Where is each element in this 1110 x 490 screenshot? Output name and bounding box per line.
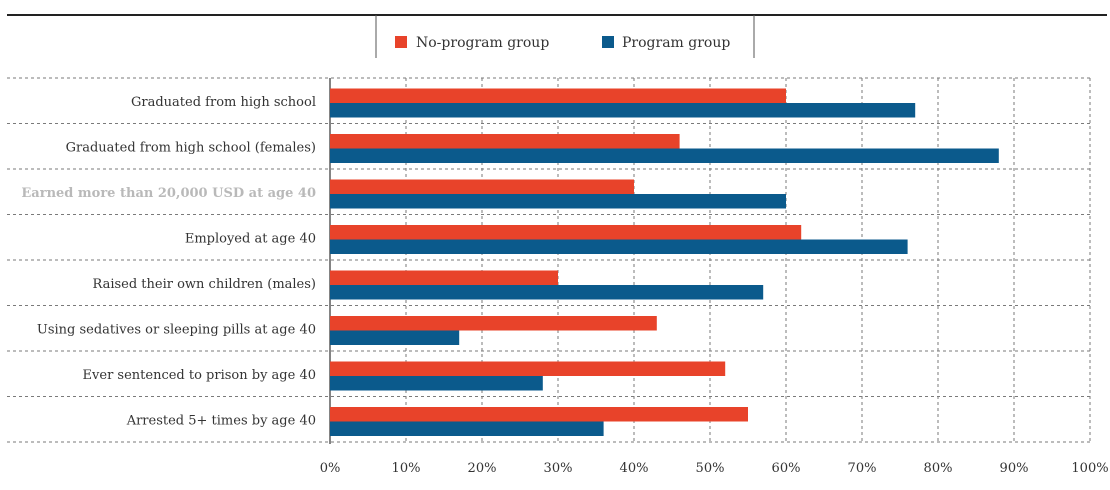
bar-no-program <box>330 134 680 149</box>
category-label: Arrested 5+ times by age 40 <box>126 413 316 428</box>
x-tick-label: 10% <box>392 461 421 476</box>
category-label: Employed at age 40 <box>185 231 316 246</box>
bar-no-program <box>330 225 802 240</box>
category-label: Ever sentenced to prison by age 40 <box>83 368 316 383</box>
bar-no-program <box>330 316 657 331</box>
bar-no-program <box>330 270 558 285</box>
x-tick-label: 50% <box>696 461 725 476</box>
bars <box>330 88 999 436</box>
bar-program <box>330 239 908 254</box>
bar-program <box>330 376 543 391</box>
legend-swatch-program <box>602 36 614 48</box>
x-tick-label: 60% <box>772 461 801 476</box>
bar-no-program <box>330 407 748 422</box>
x-tick-label: 100% <box>1071 461 1108 476</box>
x-tick-label: 70% <box>848 461 877 476</box>
legend-swatch-no-program <box>395 36 407 48</box>
legend-label-no-program: No-program group <box>416 35 549 51</box>
bar-no-program <box>330 88 786 103</box>
bar-no-program <box>330 361 726 376</box>
category-label: Graduated from high school (females) <box>66 140 316 155</box>
category-label: Raised their own children (males) <box>92 277 316 292</box>
bar-program <box>330 421 604 436</box>
bar-program <box>330 103 916 118</box>
bar-program <box>330 330 460 345</box>
category-labels: Graduated from high school Graduated from… <box>21 95 316 429</box>
x-tick-labels: 0% 10% 20% 30% 40% 50% 60% 70% 80% 90% 100% <box>320 461 1109 476</box>
legend-label-program: Program group <box>622 35 730 51</box>
x-tick-label: 80% <box>924 461 953 476</box>
category-label: Using sedatives or sleeping pills at age… <box>37 322 316 337</box>
x-tick-label: 30% <box>544 461 573 476</box>
legend: No-program group Program group <box>375 15 755 58</box>
x-tick-label: 20% <box>468 461 497 476</box>
x-tick-label: 90% <box>1000 461 1029 476</box>
bar-no-program <box>330 179 634 194</box>
x-tick-label: 0% <box>320 461 341 476</box>
bar-program <box>330 194 786 209</box>
bar-program <box>330 148 999 163</box>
bar-program <box>330 285 764 300</box>
x-tick-label: 40% <box>620 461 649 476</box>
category-label: Graduated from high school <box>131 95 316 110</box>
gridlines <box>7 77 1091 444</box>
category-label: Earned more than 20,000 USD at age 40 <box>21 186 316 201</box>
